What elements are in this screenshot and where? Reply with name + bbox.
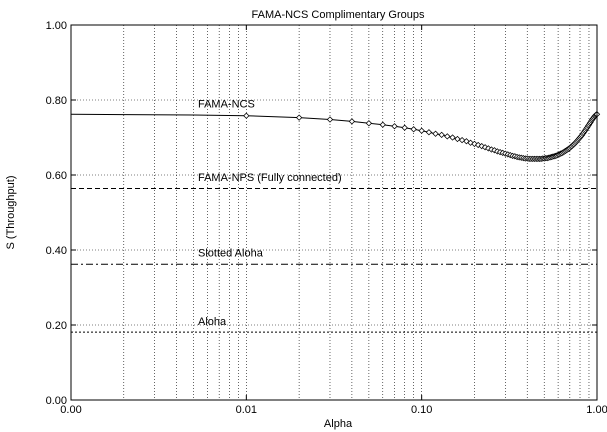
annotation-slotted-aloha: Slotted Aloha <box>198 247 264 259</box>
plot-frame <box>70 24 598 401</box>
y-tick-label: 0.20 <box>46 320 67 332</box>
data-point-fama-ncs <box>326 116 334 123</box>
data-point-fama-ncs <box>458 136 466 144</box>
x-tick-label: 0.00 <box>60 404 81 416</box>
data-point-fama-ncs <box>432 130 439 137</box>
y-tick-label: 1.00 <box>46 20 67 32</box>
annotation-aloha: Aloha <box>198 316 227 328</box>
data-point-fama-ncs <box>454 135 461 143</box>
x-axis-label: Alpha <box>324 418 353 430</box>
series-line-fama-ncs <box>70 113 598 160</box>
chart-title: FAMA-NCS Complimentary Groups <box>252 9 425 21</box>
data-point-fama-ncs <box>379 121 386 128</box>
y-ticks: 0.00 0.20 0.40 0.60 0.80 1.00 <box>46 20 597 407</box>
y-tick-label: 0.80 <box>46 95 67 107</box>
x-tick-label: 0.01 <box>236 404 257 416</box>
y-tick-label: 0.40 <box>46 245 67 257</box>
data-point-fama-ncs <box>391 123 398 130</box>
data-point-fama-ncs <box>481 144 489 151</box>
data-point-fama-ncs <box>401 124 408 131</box>
y-tick-label: 0.00 <box>46 395 67 407</box>
annotation-fama-ncs: FAMA-NCS <box>198 99 255 111</box>
data-point-fama-ncs <box>444 133 451 140</box>
data-point-fama-ncs <box>425 129 433 136</box>
x-tick-label: 0.10 <box>411 404 432 416</box>
data-point-fama-ncs <box>243 112 250 119</box>
x-ticks: 0.00 0.01 0.10 1.00 <box>60 25 607 416</box>
plot-series <box>70 111 601 333</box>
data-point-fama-ncs <box>348 118 356 125</box>
y-tick-label: 0.60 <box>46 170 67 182</box>
grid-lines <box>71 25 597 400</box>
data-point-fama-ncs <box>365 120 373 127</box>
data-point-fama-ncs <box>295 114 303 121</box>
data-point-fama-ncs <box>438 131 445 139</box>
data-point-fama-ncs <box>418 127 425 134</box>
x-tick-label: 1.00 <box>586 404 607 416</box>
y-axis-label: S (Throughput) <box>5 176 17 250</box>
data-point-fama-ncs <box>474 141 482 149</box>
annotation-fama-nps-fully-connected: FAMA-NPS (Fully connected) <box>198 172 342 184</box>
annotations: FAMA-NCS FAMA-NPS (Fully connected) Slotte… <box>198 99 342 329</box>
data-point-fama-ncs <box>449 134 456 141</box>
data-point-fama-ncs <box>410 126 417 133</box>
data-point-fama-ncs <box>467 139 474 146</box>
